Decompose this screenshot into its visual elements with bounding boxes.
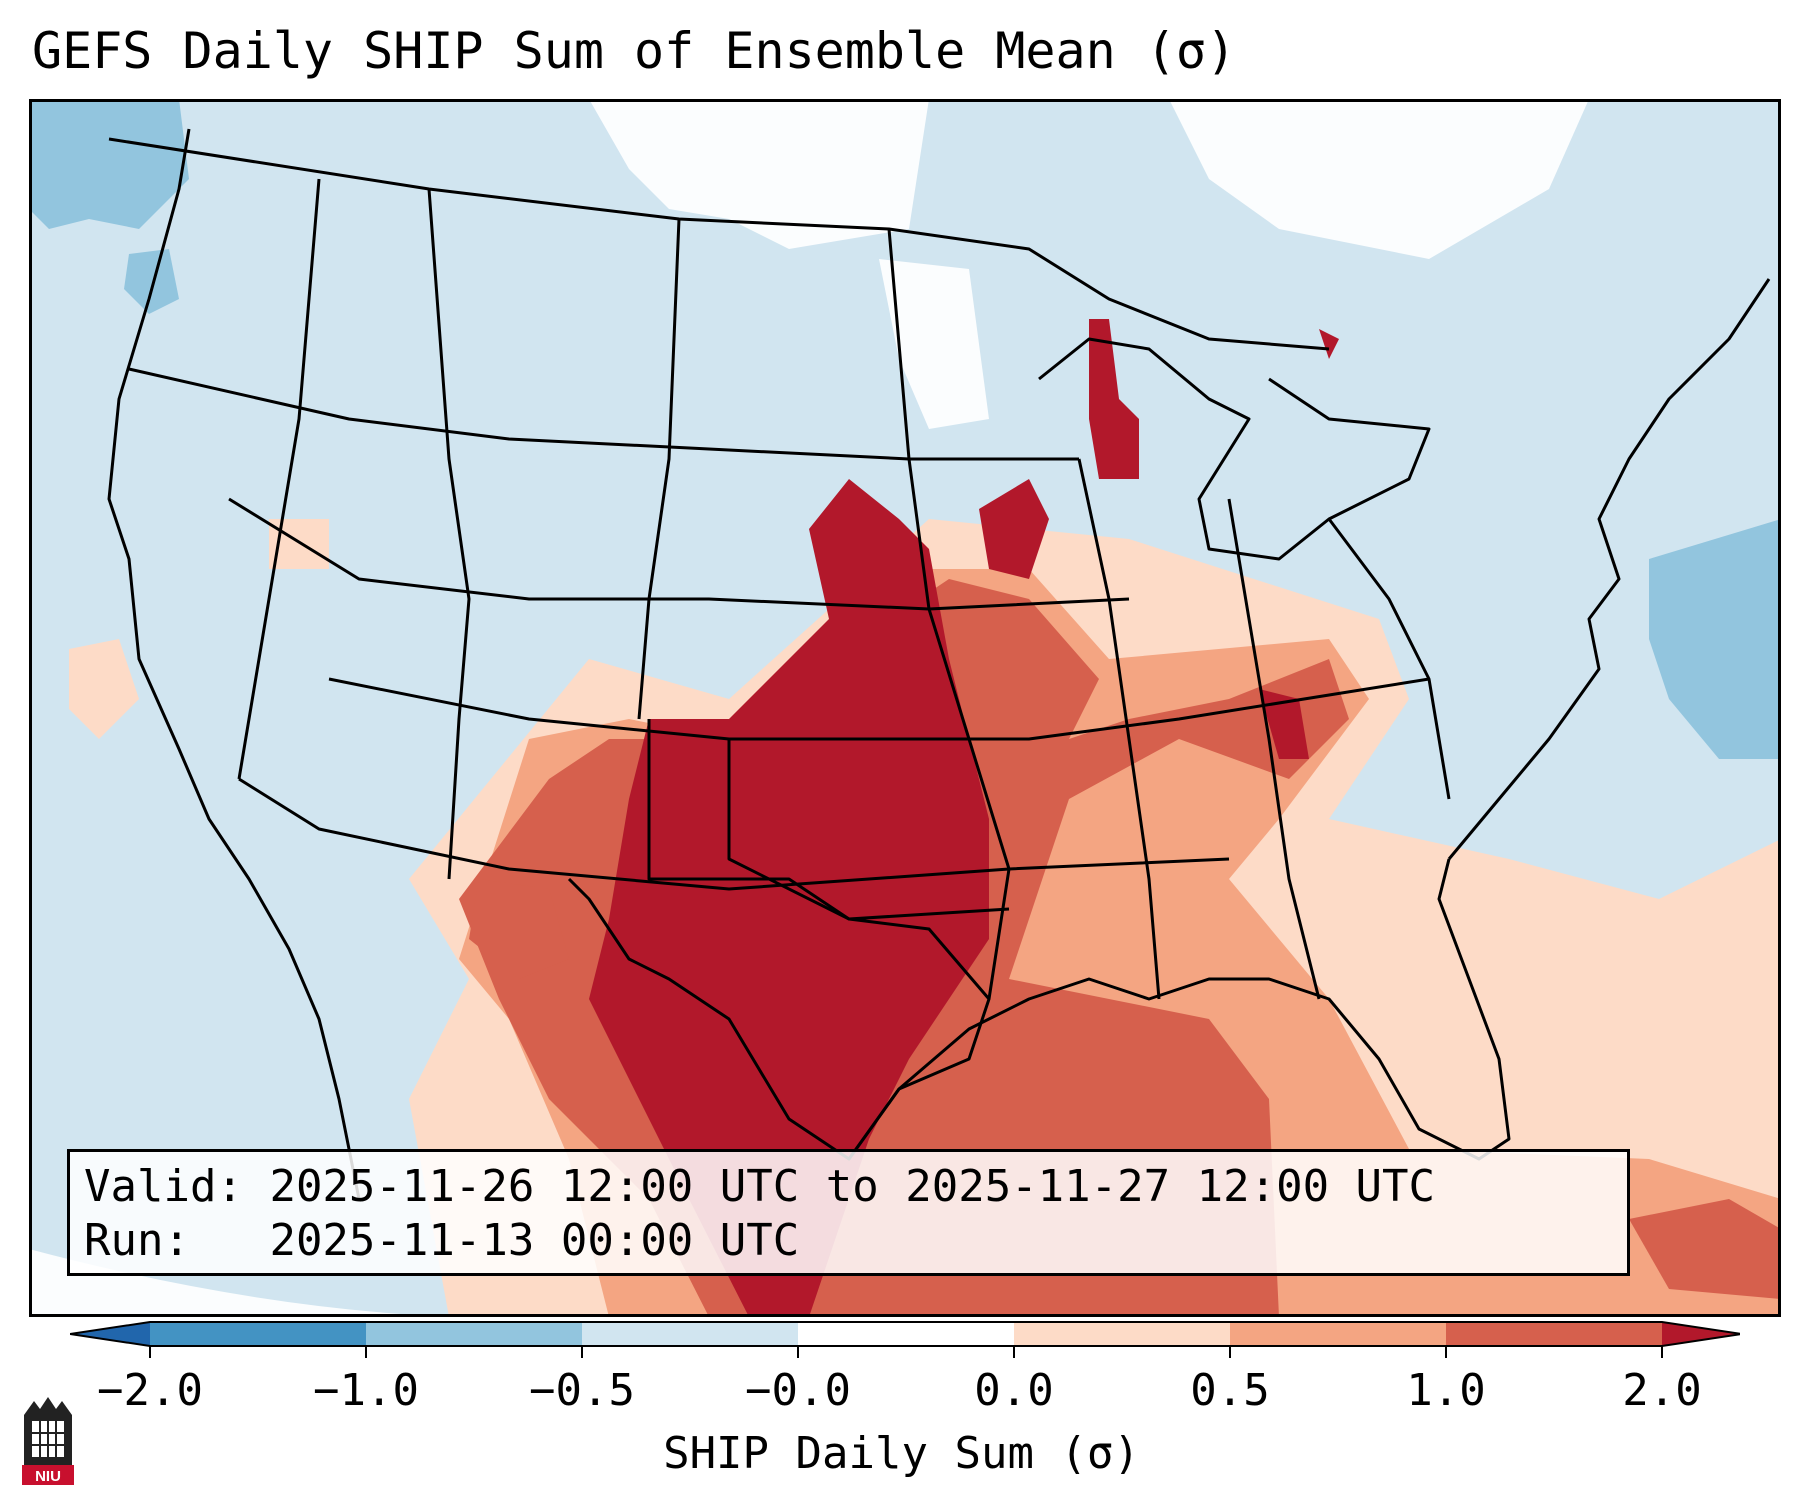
colorbar-tick-label: 2.0 bbox=[1622, 1365, 1702, 1416]
state-line-8 bbox=[637, 218, 681, 720]
colorbar-bin bbox=[798, 1322, 1014, 1346]
texas-outline bbox=[567, 739, 991, 1161]
run-line: Run: 2025-11-13 00:00 UTC bbox=[84, 1214, 1613, 1268]
state-line-4 bbox=[238, 777, 1230, 891]
valid-value: 2025-11-26 12:00 UTC to 2025-11-27 12:00… bbox=[269, 1161, 1436, 1212]
run-value: 2025-11-13 00:00 UTC bbox=[269, 1215, 800, 1266]
colorbar-tick-label: −2.0 bbox=[97, 1365, 203, 1416]
valid-line: Valid: 2025-11-26 12:00 UTC to 2025-11-2… bbox=[84, 1160, 1613, 1214]
niu-logo-text: NIU bbox=[35, 1468, 61, 1485]
near-zero-field bbox=[29, 99, 1589, 1317]
colorbar-tick-label: 0.5 bbox=[1190, 1365, 1270, 1416]
colorbar-bin bbox=[1014, 1322, 1230, 1346]
east-coast bbox=[1447, 278, 1771, 860]
colorbar-bin bbox=[1230, 1322, 1446, 1346]
state-line-6 bbox=[237, 178, 321, 780]
colorbar-extend-low bbox=[70, 1322, 150, 1346]
run-label: Run: bbox=[84, 1215, 190, 1266]
niu-logo-icon: NIU bbox=[22, 1397, 74, 1485]
colorbar-tick-label: −0.5 bbox=[529, 1365, 635, 1416]
colorbar-tick-label: 0.0 bbox=[974, 1365, 1054, 1416]
west-coast bbox=[107, 128, 361, 1200]
map-panel bbox=[29, 99, 1781, 1317]
state-line-1 bbox=[128, 367, 1079, 461]
great-lakes bbox=[1038, 337, 1431, 561]
colorbar-bin bbox=[582, 1322, 798, 1346]
colorbar-tick-label: −1.0 bbox=[313, 1365, 419, 1416]
colorbar-bin bbox=[366, 1322, 582, 1346]
state-line-2 bbox=[228, 497, 1130, 611]
gulf-coast bbox=[847, 858, 1511, 1161]
state-line-5 bbox=[647, 719, 1010, 921]
map-title: GEFS Daily SHIP Sum of Ensemble Mean (σ) bbox=[32, 22, 1237, 80]
valid-label: Valid: bbox=[84, 1161, 243, 1212]
colorbar-extend-high bbox=[1662, 1322, 1740, 1346]
extreme-positive-field bbox=[589, 319, 1339, 1317]
state-line-9 bbox=[887, 228, 1011, 1000]
colorbar bbox=[70, 1321, 1740, 1358]
state-line-3 bbox=[328, 677, 1430, 741]
canada-border bbox=[108, 137, 1330, 351]
colorbar-bin bbox=[150, 1322, 366, 1346]
map-frame bbox=[29, 99, 1781, 1317]
state-line-11 bbox=[1227, 498, 1321, 1000]
valid-run-box: Valid: 2025-11-26 12:00 UTC to 2025-11-2… bbox=[67, 1149, 1630, 1276]
colorbar-bin bbox=[1446, 1322, 1662, 1346]
colorbar-label: SHIP Daily Sum (σ) bbox=[663, 1428, 1140, 1479]
state-line-12 bbox=[1327, 518, 1451, 800]
political-boundaries bbox=[107, 128, 1771, 1200]
colorbar-tick-label: −0.0 bbox=[745, 1365, 851, 1416]
state-line-7 bbox=[427, 188, 471, 880]
state-line-10 bbox=[1077, 458, 1161, 1000]
colorbar-tick-label: 1.0 bbox=[1406, 1365, 1486, 1416]
